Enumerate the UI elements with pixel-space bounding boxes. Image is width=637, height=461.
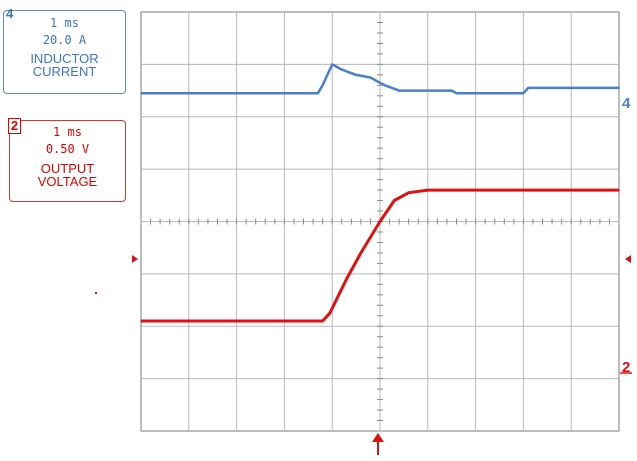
graticule-center-ticks bbox=[140, 11, 620, 432]
series-point bbox=[379, 220, 381, 223]
series-point bbox=[355, 74, 357, 76]
series-point bbox=[527, 87, 529, 89]
series-line bbox=[141, 188, 619, 323]
series-point bbox=[360, 252, 362, 254]
channel-4-name-line1: INDUCTOR bbox=[30, 51, 99, 66]
series-point bbox=[317, 92, 319, 94]
series-point bbox=[331, 63, 334, 66]
series-point bbox=[345, 278, 348, 280]
channel-2-scale: 0.50 V bbox=[45, 142, 90, 156]
channel-2-name-line2: VOLTAGE bbox=[37, 174, 98, 189]
channel-4-name-line2: CURRENT bbox=[32, 64, 97, 79]
series-point bbox=[140, 92, 142, 94]
channel-2-label-box: 2 1 ms 0.50 V OUTPUT VOLTAGE bbox=[8, 118, 126, 202]
series-point bbox=[321, 84, 324, 87]
series-point bbox=[321, 320, 324, 322]
series-point bbox=[140, 320, 142, 322]
series-point bbox=[407, 191, 410, 194]
series-point bbox=[427, 189, 429, 191]
series-point bbox=[522, 92, 525, 94]
series-point bbox=[393, 199, 396, 202]
series-point bbox=[329, 312, 331, 314]
series-point bbox=[340, 68, 343, 71]
series-line bbox=[141, 63, 619, 95]
trigger-dot bbox=[95, 292, 97, 294]
channel-4-scale: 20.0 A bbox=[42, 33, 87, 47]
channel-4-number: 4 bbox=[6, 6, 14, 21]
series-point bbox=[455, 92, 458, 94]
channel-2-number: 2 bbox=[8, 118, 21, 134]
traces bbox=[140, 63, 620, 323]
series-point bbox=[383, 84, 386, 87]
trigger-position-arrow bbox=[372, 433, 384, 442]
series-point bbox=[618, 189, 620, 191]
trigger-level-left-arrow bbox=[132, 255, 138, 263]
series-point bbox=[398, 89, 400, 92]
channel-2-ground-marker: 2 bbox=[622, 359, 630, 376]
trace-inductor-current bbox=[140, 63, 620, 95]
channel-2-name-line1: OUTPUT bbox=[40, 161, 95, 176]
series-point bbox=[450, 89, 453, 92]
channel-4-timebase: 1 ms bbox=[50, 16, 79, 30]
channel-4-ground-marker: 4 bbox=[622, 95, 631, 112]
trigger-level-right-arrow bbox=[625, 255, 631, 263]
series-point bbox=[369, 76, 372, 79]
trace-output-voltage bbox=[140, 188, 620, 323]
channel-2-timebase: 1 ms bbox=[53, 125, 82, 139]
series-point bbox=[618, 87, 620, 89]
channel-4-label-box: 4 1 ms 20.0 A INDUCTOR CURRENT bbox=[3, 6, 126, 94]
